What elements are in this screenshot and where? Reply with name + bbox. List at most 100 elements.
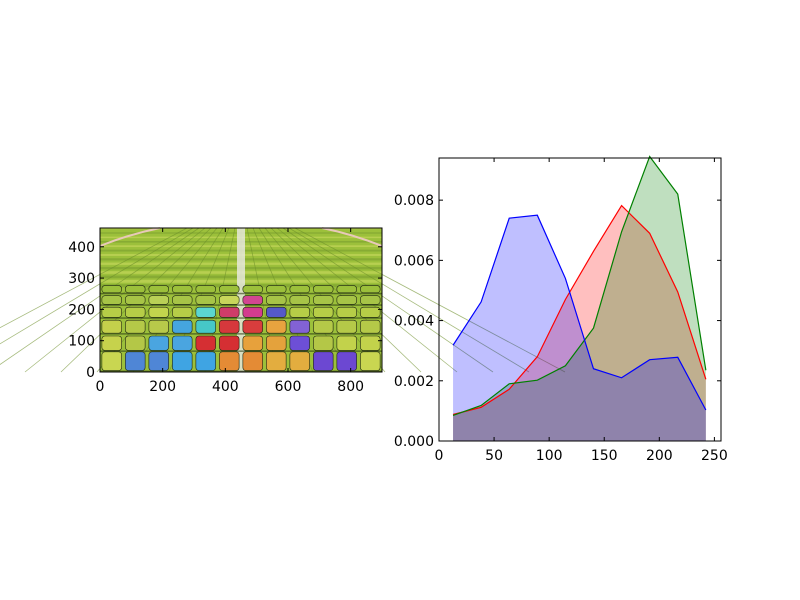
seat (289, 295, 310, 305)
seat-row-shadow (100, 370, 382, 373)
image-y-tick-label: 0 (86, 365, 95, 381)
seat-column-line (0, 227, 194, 345)
histogram-x-tick-label: 0 (435, 448, 444, 464)
seat-row-shadow (100, 317, 382, 319)
seat (125, 306, 146, 318)
seat (148, 295, 169, 305)
histogram-x-tick-label: 250 (701, 448, 728, 464)
seat (101, 319, 122, 334)
seat (125, 335, 146, 351)
seat (289, 306, 310, 318)
seat (125, 285, 146, 294)
histogram-y-tick-label: 0.006 (394, 253, 434, 269)
seat-row-shadow (100, 333, 382, 335)
seat-row-shadow (100, 304, 382, 306)
seat (219, 285, 240, 294)
histogram-ticks: 0 50 100 150 200 250 0.000 0.002 0.004 0.006 0.008 (394, 158, 728, 464)
seat (195, 306, 216, 318)
image-x-tick-label: 600 (275, 379, 302, 395)
seat (148, 319, 169, 334)
seat (172, 306, 193, 318)
seat (313, 306, 334, 318)
seat (172, 351, 193, 371)
image-y-tick-label: 200 (68, 302, 95, 318)
seat (336, 285, 357, 294)
image-ticks: 0 200 400 600 800 0 100 200 300 400 (68, 228, 382, 395)
image-y-tick-label: 100 (68, 334, 95, 350)
seat (172, 319, 193, 334)
center-aisle (237, 228, 245, 372)
histogram-y-tick-label: 0.002 (394, 374, 434, 390)
seat (266, 351, 287, 371)
seat-column-line (288, 227, 530, 373)
seat (289, 335, 310, 351)
seat (148, 335, 169, 351)
seat (195, 319, 216, 334)
left-rail (99, 227, 161, 247)
series-0-line (452, 204, 707, 416)
seat-row-shadow (100, 292, 382, 295)
seat (172, 285, 193, 294)
seat (242, 285, 263, 294)
seat (266, 285, 287, 294)
histogram-y-tick-label: 0.000 (394, 434, 434, 450)
histogram-y-tick-label: 0.004 (394, 314, 434, 330)
image-axes: 0 200 400 600 800 0 100 200 300 400 (0, 227, 566, 395)
seat (313, 319, 334, 334)
seat (148, 351, 169, 371)
seat (125, 295, 146, 305)
image-x-tick-label: 0 (96, 379, 105, 395)
histogram-series (452, 155, 707, 441)
seat (266, 335, 287, 351)
seat (242, 351, 263, 371)
histogram-x-tick-label: 150 (591, 448, 618, 464)
seat (219, 319, 240, 334)
seat (360, 351, 381, 371)
image-y-tick-label: 400 (68, 240, 95, 256)
image-axes-frame (99, 227, 383, 373)
seat (242, 306, 263, 318)
seat (101, 295, 122, 305)
histogram-axes: 0 50 100 150 200 250 0.000 0.002 0.004 0.006 0.008 (394, 155, 728, 464)
seat-column-line (282, 227, 494, 373)
series-1-area (453, 156, 706, 441)
seat (242, 335, 263, 351)
seat (148, 285, 169, 294)
seat (289, 351, 310, 371)
seat (336, 351, 357, 371)
seat (313, 285, 334, 294)
seat (313, 295, 334, 305)
seat (148, 306, 169, 318)
seat-column-line (0, 227, 188, 329)
histogram-x-tick-label: 50 (485, 448, 503, 464)
seat (219, 295, 240, 305)
seat (172, 295, 193, 305)
histogram-y-tick-label: 0.008 (394, 193, 434, 209)
stadium-seats-image (0, 227, 566, 373)
seat (195, 335, 216, 351)
seat (336, 295, 357, 305)
image-y-tick-label: 300 (68, 271, 95, 287)
seat (336, 335, 357, 351)
histogram-x-tick-label: 100 (536, 448, 563, 464)
seat (172, 335, 193, 351)
seat (125, 319, 146, 334)
series-1-line (452, 155, 707, 416)
seat (219, 351, 240, 371)
seat (360, 285, 381, 294)
seat (195, 285, 216, 294)
seat (125, 351, 146, 371)
seat (360, 335, 381, 351)
seat (101, 306, 122, 318)
seat (219, 335, 240, 351)
histogram-axes-frame (438, 157, 722, 442)
seat (360, 319, 381, 334)
seat (336, 319, 357, 334)
seat (101, 351, 122, 371)
seat (289, 285, 310, 294)
image-x-tick-label: 400 (212, 379, 239, 395)
right-rail (321, 227, 383, 247)
series-2-line (452, 214, 707, 411)
seat (195, 295, 216, 305)
